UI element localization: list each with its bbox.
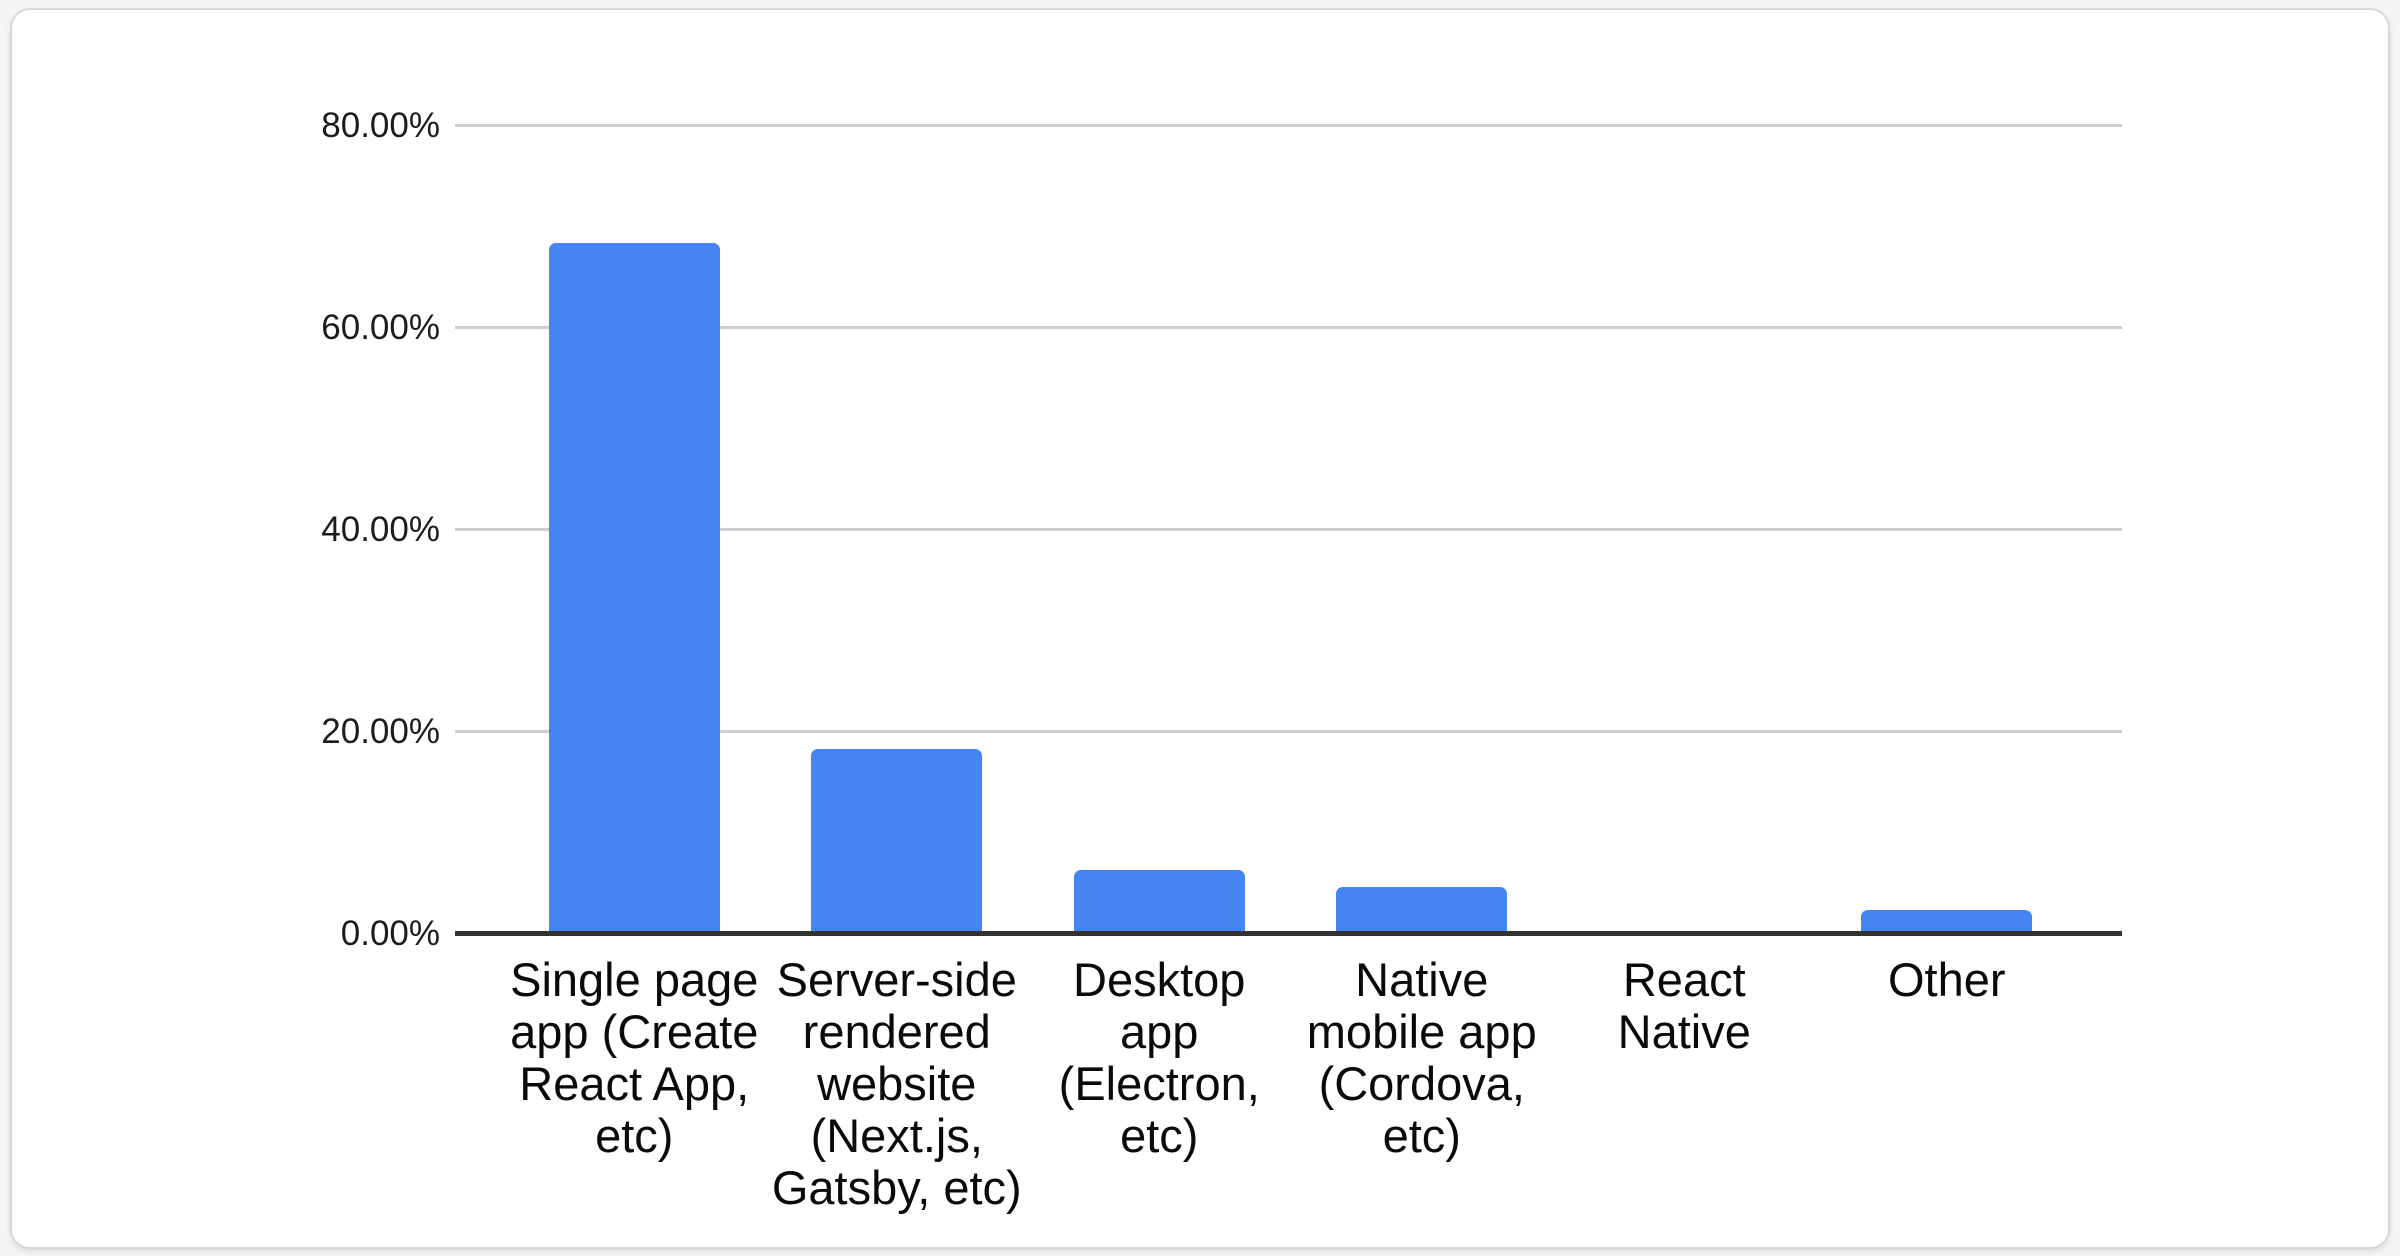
bar-server-side-rendered-website-next-js-gatsby-etc (811, 749, 983, 934)
plot-area: 80.00% 60.00% 40.00% 20.00% 0.00% (321, 106, 2122, 953)
y-tick-label: 20.00% (321, 712, 440, 751)
bar-desktop-app-electron-etc (1073, 870, 1245, 934)
y-tick-label: 40.00% (321, 510, 440, 549)
x-axis-label-other: Other (1887, 953, 2006, 1006)
gridline-40 (455, 528, 2122, 531)
x-axis-label-react-native: React Native (1617, 953, 1751, 1058)
y-tick-label: 0.00% (340, 914, 440, 953)
y-tick-label: 60.00% (321, 308, 440, 347)
bars-group (503, 126, 2078, 934)
x-axis-label-server-side-rendered-website-next-js-gatsby-etc: Server-side rendered website (Next.js, G… (771, 953, 1022, 1214)
category-band-native-mobile-app-cordova-etc (1291, 126, 1554, 934)
gridline-20 (455, 730, 2122, 733)
bar-native-mobile-app-cordova-etc (1336, 886, 1508, 934)
x-axis-label-desktop-app-electron-etc: Desktop app (Electron, etc) (1058, 953, 1260, 1162)
bar-single-page-app-create-react-app-etc (548, 243, 720, 934)
x-axis-label-native-mobile-app-cordova-etc: Native mobile app (Cordova, etc) (1306, 953, 1537, 1162)
category-band-desktop-app-electron-etc (1028, 126, 1291, 934)
category-band-react-native (1553, 126, 1816, 934)
x-axis-label-single-page-app-create-react-app-etc: Single page app (Create React App, etc) (510, 953, 759, 1162)
gridline-80 (455, 124, 2122, 127)
chart-card: 80.00% 60.00% 40.00% 20.00% 0.00% Single pag… (10, 8, 2390, 1249)
x-axis-line (455, 931, 2122, 936)
category-band-single-page-app-create-react-app-etc (503, 126, 766, 934)
gridline-60 (455, 326, 2122, 329)
x-axis-labels-group: Single page app (Create React App, etc) S… (503, 954, 2078, 1214)
category-band-other (1816, 126, 2079, 934)
bar-other (1861, 909, 2033, 934)
category-band-server-side-rendered-website-next-js-gatsby-etc (766, 126, 1029, 934)
y-tick-label: 80.00% (321, 106, 440, 145)
